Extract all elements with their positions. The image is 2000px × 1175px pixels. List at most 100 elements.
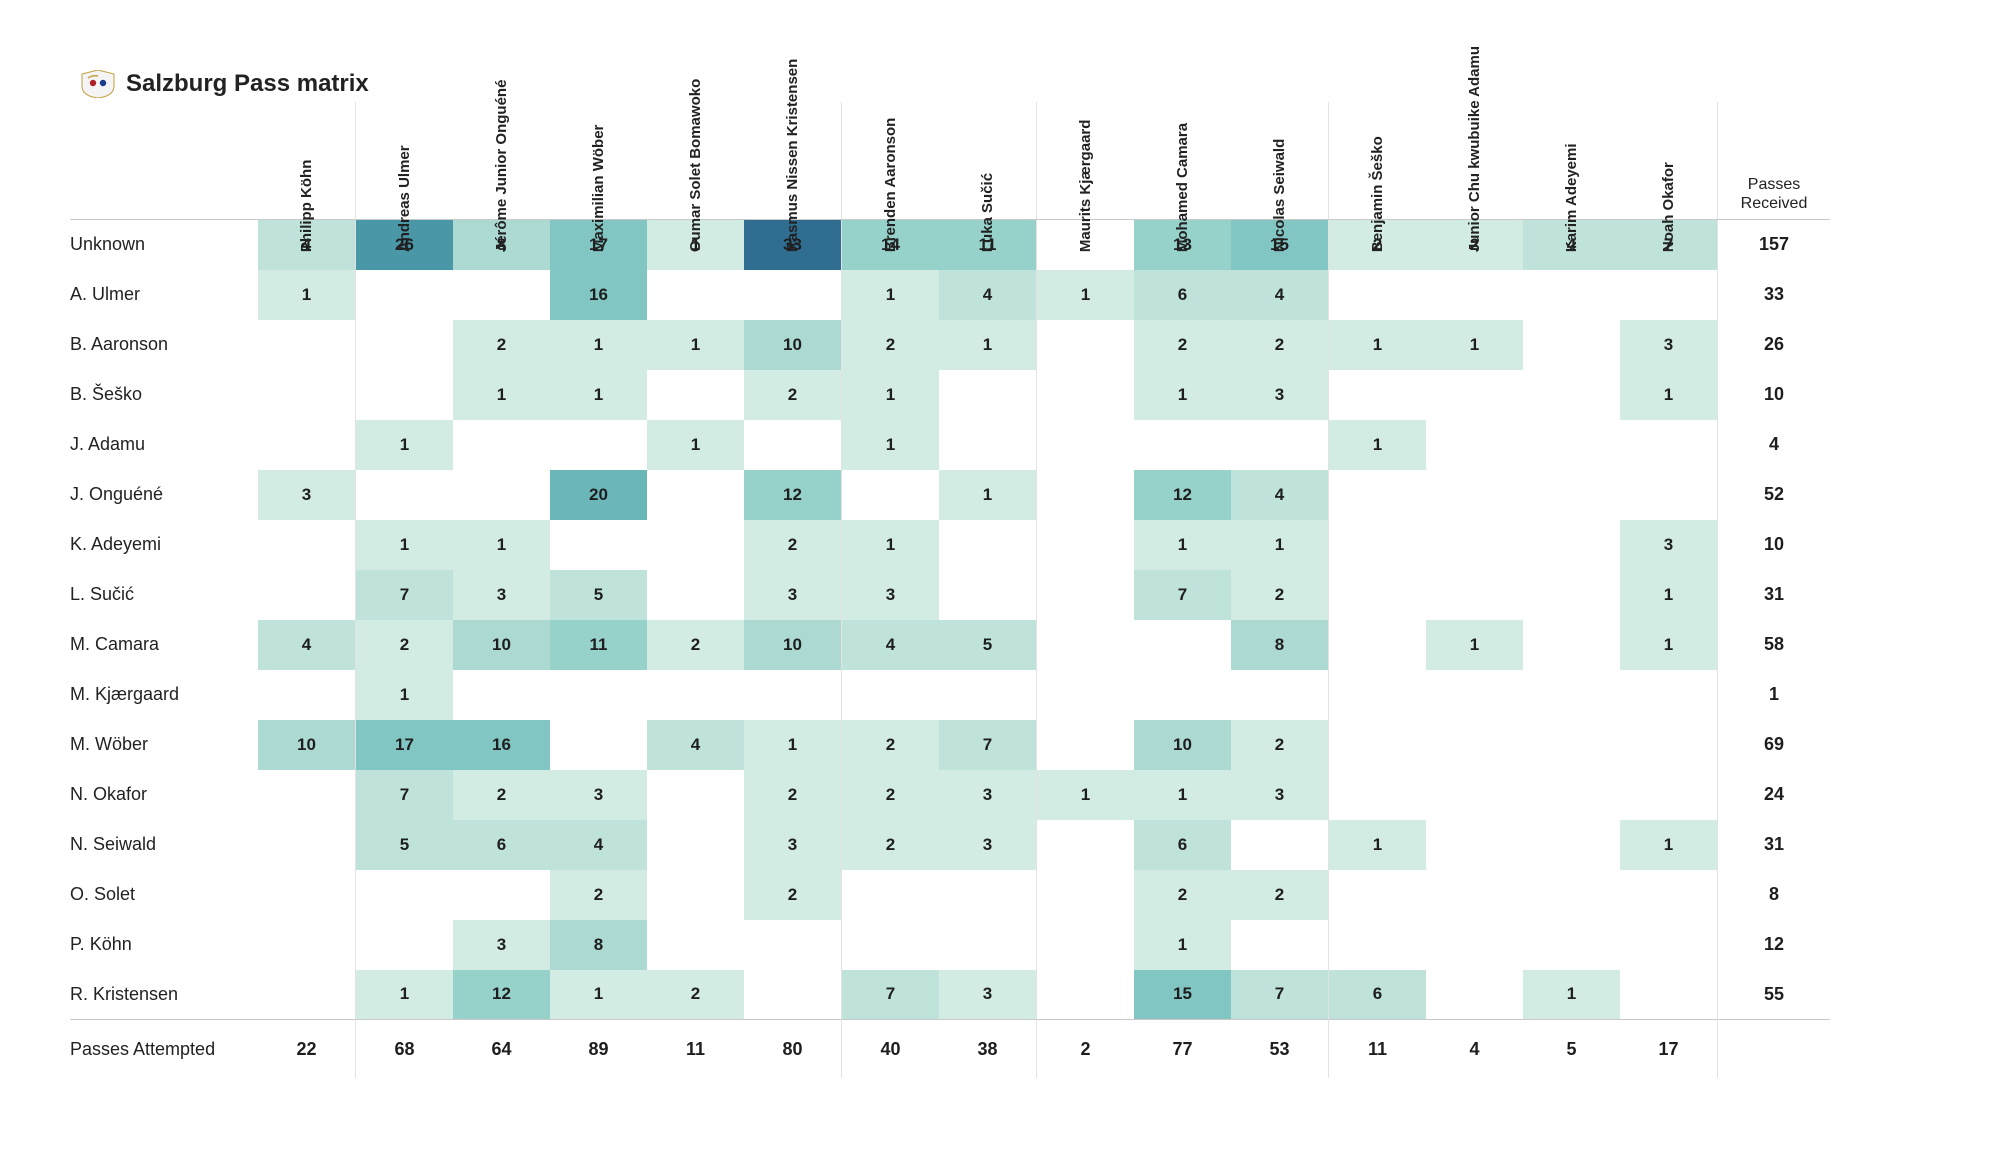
matrix-cell: 1 <box>842 420 940 470</box>
row-header: N. Seiwald <box>70 820 258 870</box>
row-header: J. Onguéné <box>70 470 258 520</box>
matrix-cell <box>1329 270 1427 320</box>
matrix-cell <box>647 370 744 420</box>
matrix-cell: 1 <box>842 270 940 320</box>
matrix-cell: 2 <box>842 820 940 870</box>
matrix-cell <box>1426 820 1523 870</box>
row-header: J. Adamu <box>70 420 258 470</box>
matrix-cell <box>453 670 550 720</box>
matrix-cell <box>939 920 1037 970</box>
matrix-cell <box>1523 670 1620 720</box>
matrix-cell: 3 <box>1620 320 1718 370</box>
matrix-cell <box>1134 670 1231 720</box>
column-header: Maurits Kjærgaard <box>1037 102 1135 220</box>
matrix-cell: 1 <box>453 370 550 420</box>
matrix-cell <box>1426 570 1523 620</box>
matrix-cell <box>1426 720 1523 770</box>
matrix-cell <box>1037 370 1135 420</box>
matrix-cell: 3 <box>550 770 647 820</box>
matrix-cell <box>1426 670 1523 720</box>
matrix-cell <box>1037 320 1135 370</box>
matrix-cell: 7 <box>842 970 940 1020</box>
matrix-cell: 1 <box>939 470 1037 520</box>
column-header: Oumar Solet Bomawoko <box>647 102 744 220</box>
matrix-cell: 6 <box>1134 820 1231 870</box>
matrix-cell: 2 <box>744 520 842 570</box>
matrix-cell <box>1426 920 1523 970</box>
passes-received-cell: 58 <box>1718 620 1831 670</box>
matrix-cell <box>356 920 454 970</box>
matrix-cell: 7 <box>356 570 454 620</box>
matrix-cell: 1 <box>1134 370 1231 420</box>
matrix-cell: 16 <box>550 270 647 320</box>
matrix-cell <box>939 670 1037 720</box>
corner-empty <box>70 102 258 220</box>
matrix-cell: 2 <box>744 370 842 420</box>
matrix-cell: 1 <box>258 270 356 320</box>
matrix-cell: 3 <box>1231 770 1329 820</box>
matrix-cell <box>842 670 940 720</box>
matrix-cell <box>1620 470 1718 520</box>
matrix-cell <box>647 870 744 920</box>
passes-received-cell: 10 <box>1718 520 1831 570</box>
matrix-cell: 4 <box>258 620 356 670</box>
column-header: Karim Adeyemi <box>1523 102 1620 220</box>
matrix-cell: 1 <box>1523 970 1620 1020</box>
column-header: Andreas Ulmer <box>356 102 454 220</box>
passes-received-cell: 33 <box>1718 270 1831 320</box>
passes-received-cell: 26 <box>1718 320 1831 370</box>
matrix-cell: 3 <box>744 820 842 870</box>
matrix-cell: 7 <box>1231 970 1329 1020</box>
passes-attempted-cell: 11 <box>1329 1020 1427 1079</box>
matrix-cell <box>1426 770 1523 820</box>
matrix-cell <box>453 470 550 520</box>
matrix-cell <box>744 920 842 970</box>
matrix-cell: 16 <box>453 720 550 770</box>
matrix-cell <box>258 370 356 420</box>
matrix-cell <box>1231 920 1329 970</box>
matrix-cell: 5 <box>356 820 454 870</box>
matrix-cell: 10 <box>453 620 550 670</box>
matrix-cell: 1 <box>1329 820 1427 870</box>
passes-attempted-cell: 89 <box>550 1020 647 1079</box>
passes-attempted-cell: 68 <box>356 1020 454 1079</box>
matrix-cell <box>1523 820 1620 870</box>
matrix-cell <box>1329 770 1427 820</box>
matrix-cell: 2 <box>842 720 940 770</box>
matrix-cell <box>258 320 356 370</box>
matrix-cell: 1 <box>356 420 454 470</box>
matrix-cell: 7 <box>939 720 1037 770</box>
matrix-cell: 1 <box>1134 770 1231 820</box>
matrix-cell: 4 <box>647 720 744 770</box>
matrix-cell <box>1523 620 1620 670</box>
matrix-cell: 12 <box>744 470 842 520</box>
row-header: K. Adeyemi <box>70 520 258 570</box>
matrix-cell: 1 <box>1134 920 1231 970</box>
passes-attempted-cell: 77 <box>1134 1020 1231 1079</box>
matrix-cell: 2 <box>647 970 744 1020</box>
matrix-cell <box>550 670 647 720</box>
matrix-cell <box>1620 420 1718 470</box>
column-header: Rasmus Nissen Kristensen <box>744 102 842 220</box>
matrix-cell: 3 <box>939 820 1037 870</box>
matrix-cell <box>1329 920 1427 970</box>
matrix-cell <box>939 870 1037 920</box>
matrix-cell <box>1037 820 1135 870</box>
matrix-cell: 1 <box>453 520 550 570</box>
matrix-cell: 2 <box>1231 870 1329 920</box>
matrix-cell <box>1231 670 1329 720</box>
passes-received-cell: 31 <box>1718 570 1831 620</box>
matrix-cell <box>1329 370 1427 420</box>
column-header: Philipp Köhn <box>258 102 356 220</box>
matrix-cell: 2 <box>1231 320 1329 370</box>
matrix-cell <box>258 770 356 820</box>
matrix-cell <box>550 520 647 570</box>
matrix-cell <box>1426 870 1523 920</box>
matrix-cell <box>1523 770 1620 820</box>
passes-received-cell: 12 <box>1718 920 1831 970</box>
matrix-cell: 3 <box>939 970 1037 1020</box>
column-header: Nicolas Seiwald <box>1231 102 1329 220</box>
matrix-cell <box>258 520 356 570</box>
matrix-cell: 10 <box>258 720 356 770</box>
matrix-cell <box>1426 370 1523 420</box>
